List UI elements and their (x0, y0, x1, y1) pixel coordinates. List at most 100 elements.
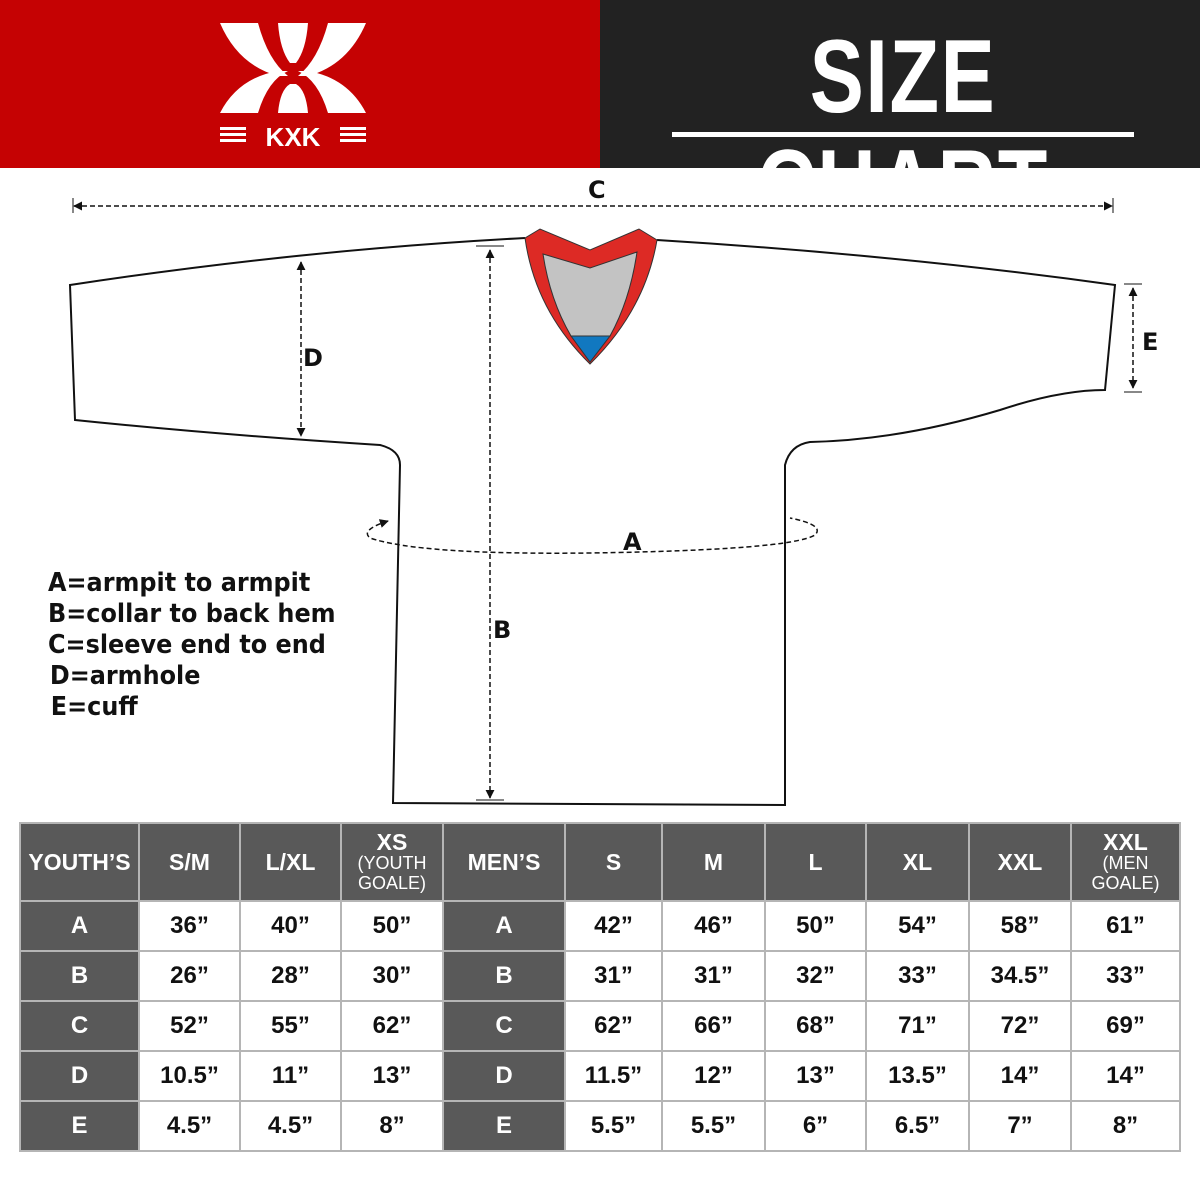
row-label: B (442, 950, 566, 1002)
youth-value: 30” (340, 950, 444, 1002)
men-value: 6.5” (865, 1100, 970, 1152)
youth-value: 8” (340, 1100, 444, 1152)
men-value: 54” (865, 900, 970, 952)
brand-text: KXK (266, 122, 321, 150)
size-header: M (661, 822, 766, 902)
size-table: YOUTH’S S/M L/XL XS (YOUTH GOALE) MEN’S S M L XL X… (19, 822, 1181, 1152)
title-underline (672, 132, 1134, 137)
size-header: XL (865, 822, 970, 902)
size-sublabel: (YOUTH GOALE) (357, 853, 427, 893)
men-value: 33” (1070, 950, 1181, 1002)
size-header: XXL (MEN GOALE) (1070, 822, 1181, 902)
youth-value: 4.5” (138, 1100, 241, 1152)
size-header: L (764, 822, 867, 902)
men-value: 33” (865, 950, 970, 1002)
row-label: E (442, 1100, 566, 1152)
size-label: L (808, 849, 823, 875)
size-label: L/XL (265, 849, 316, 875)
men-value: 62” (564, 1000, 663, 1052)
legend-item: C=sleeve end to end (48, 630, 326, 660)
men-value: 66” (661, 1000, 766, 1052)
brand-banner: KXK (0, 0, 600, 168)
table-row: E 4.5” 4.5” 8” E 5.5” 5.5” 6” 6.5” 7” 8” (19, 1100, 1181, 1152)
men-value: 61” (1070, 900, 1181, 952)
youth-value: 55” (239, 1000, 342, 1052)
men-value: 71” (865, 1000, 970, 1052)
men-value: 46” (661, 900, 766, 952)
youth-value: 36” (138, 900, 241, 952)
legend-item: D=armhole (49, 661, 201, 691)
row-label: A (19, 900, 140, 952)
youth-value: 26” (138, 950, 241, 1002)
men-header: MEN’S (442, 822, 566, 902)
kxk-logo: KXK (220, 23, 366, 150)
size-label: XL (902, 849, 933, 875)
youth-value: 28” (239, 950, 342, 1002)
label-a: A (623, 528, 642, 556)
title-banner (600, 0, 1200, 168)
label-c: C (588, 176, 606, 204)
legend-item: E=cuff (50, 692, 138, 722)
size-label: XXL (997, 849, 1043, 875)
youth-value: 13” (340, 1050, 444, 1102)
men-value: 50” (764, 900, 867, 952)
men-value: 31” (661, 950, 766, 1002)
table-row: A 36” 40” 50” A 42” 46” 50” 54” 58” 61” (19, 900, 1181, 952)
youth-value: 40” (239, 900, 342, 952)
men-value: 68” (764, 1000, 867, 1052)
men-value: 42” (564, 900, 663, 952)
table-header-row: YOUTH’S S/M L/XL XS (YOUTH GOALE) MEN’S S M L XL X… (19, 822, 1181, 902)
size-label: S (605, 849, 622, 875)
size-label: S/M (169, 849, 210, 875)
youth-value: 4.5” (239, 1100, 342, 1152)
row-label: B (19, 950, 140, 1002)
youth-value: 11” (239, 1050, 342, 1102)
youth-value: 50” (340, 900, 444, 952)
youth-value: 62” (340, 1000, 444, 1052)
men-value: 32” (764, 950, 867, 1002)
size-header: S (564, 822, 663, 902)
table-row: C 52” 55” 62” C 62” 66” 68” 71” 72” 69” (19, 1000, 1181, 1052)
youth-value: 52” (138, 1000, 241, 1052)
men-value: 13.5” (865, 1050, 970, 1102)
men-value: 31” (564, 950, 663, 1002)
men-value: 11.5” (564, 1050, 663, 1102)
men-value: 14” (1070, 1050, 1181, 1102)
men-value: 14” (968, 1050, 1072, 1102)
men-value: 5.5” (564, 1100, 663, 1152)
table-row: D 10.5” 11” 13” D 11.5” 12” 13” 13.5” 14” 14” (19, 1050, 1181, 1102)
men-value: 34.5” (968, 950, 1072, 1002)
size-label: XS (376, 829, 408, 855)
label-d: D (303, 344, 323, 372)
men-value: 12” (661, 1050, 766, 1102)
size-label: XXL (1103, 829, 1148, 855)
row-label: E (19, 1100, 140, 1152)
men-value: 8” (1070, 1100, 1181, 1152)
jersey-outline (68, 237, 1117, 807)
men-value: 5.5” (661, 1100, 766, 1152)
size-header: L/XL (239, 822, 342, 902)
youth-header: YOUTH’S (19, 822, 140, 902)
men-value: 72” (968, 1000, 1072, 1052)
collar-insert (570, 335, 612, 363)
row-label: D (19, 1050, 140, 1102)
men-value: 13” (764, 1050, 867, 1102)
page-title: SIZE CHART (757, 19, 1049, 245)
men-value: 7” (968, 1100, 1072, 1152)
table-row: B 26” 28” 30” B 31” 31” 32” 33” 34.5” 33” (19, 950, 1181, 1002)
size-header: XXL (968, 822, 1072, 902)
label-b: B (493, 616, 512, 644)
row-label: C (442, 1000, 566, 1052)
measure-a (366, 517, 818, 554)
men-value: 6” (764, 1100, 867, 1152)
size-sublabel: (MEN GOALE) (1091, 853, 1160, 893)
men-value: 58” (968, 900, 1072, 952)
row-label: C (19, 1000, 140, 1052)
legend-item: B=collar to back hem (48, 599, 336, 629)
size-header: S/M (138, 822, 241, 902)
youth-value: 10.5” (138, 1050, 241, 1102)
jersey-diagram (68, 198, 1142, 807)
label-e: E (1142, 328, 1159, 356)
row-label: A (442, 900, 566, 952)
